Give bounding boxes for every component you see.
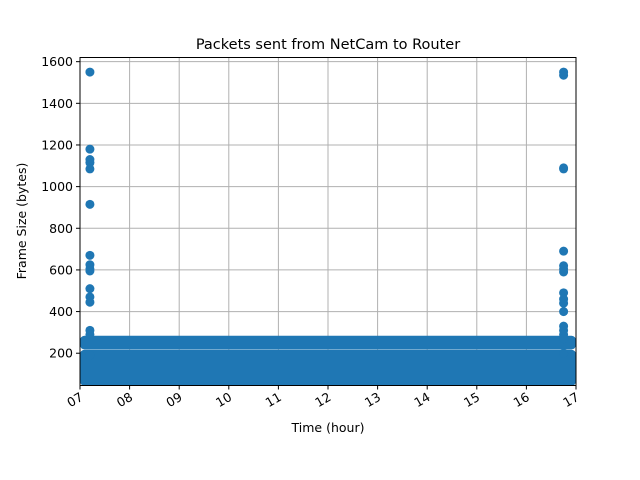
y-tick-label: 1400 xyxy=(41,96,73,111)
x-tick-label: 16 xyxy=(511,389,532,410)
y-axis-label: Frame Size (bytes) xyxy=(14,163,29,280)
dense-point-band xyxy=(80,335,576,350)
x-tick-label: 12 xyxy=(312,389,333,410)
data-point xyxy=(559,298,569,308)
chart-title: Packets sent from NetCam to Router xyxy=(196,37,460,53)
data-point xyxy=(85,164,95,174)
data-point xyxy=(85,329,95,339)
x-tick-label: 14 xyxy=(411,389,432,410)
x-tick-label: 13 xyxy=(362,389,383,410)
data-point xyxy=(85,284,95,294)
data-point xyxy=(85,297,95,307)
data-point xyxy=(85,266,95,276)
x-axis-ticks: 07 08 09 10 11 12 13 14 15 16 17 xyxy=(64,385,582,410)
y-tick-label: 1200 xyxy=(41,137,73,152)
data-points xyxy=(85,67,569,360)
dense-point-bands xyxy=(80,335,576,386)
x-tick-label: 11 xyxy=(263,389,284,410)
y-tick-label: 600 xyxy=(49,262,73,277)
data-point xyxy=(559,307,569,317)
y-tick-label: 200 xyxy=(49,346,73,361)
data-point xyxy=(559,348,569,358)
data-point xyxy=(85,158,95,168)
data-point xyxy=(559,267,569,277)
data-point xyxy=(85,350,95,360)
x-tick-label: 07 xyxy=(64,389,85,410)
data-point xyxy=(559,288,569,298)
data-point xyxy=(559,246,569,256)
dense-point-band xyxy=(80,349,576,386)
data-point xyxy=(85,250,95,260)
y-tick-label: 1000 xyxy=(41,179,73,194)
x-axis-label: Time (hour) xyxy=(291,420,365,435)
x-tick-label: 08 xyxy=(114,389,135,410)
y-tick-label: 400 xyxy=(49,304,73,319)
x-tick-label: 17 xyxy=(560,389,581,410)
data-point xyxy=(559,334,569,344)
y-tick-label: 1600 xyxy=(41,54,73,69)
x-tick-label: 15 xyxy=(461,389,482,410)
data-point xyxy=(85,67,95,77)
data-point xyxy=(559,70,569,80)
data-point xyxy=(559,164,569,174)
x-tick-label: 09 xyxy=(163,389,184,410)
data-point xyxy=(85,199,95,209)
y-axis-ticks: 200 400 600 800 1000 1200 1400 1600 xyxy=(41,54,80,361)
x-tick-label: 10 xyxy=(213,389,234,410)
data-point xyxy=(85,144,95,154)
y-tick-label: 800 xyxy=(49,221,73,236)
